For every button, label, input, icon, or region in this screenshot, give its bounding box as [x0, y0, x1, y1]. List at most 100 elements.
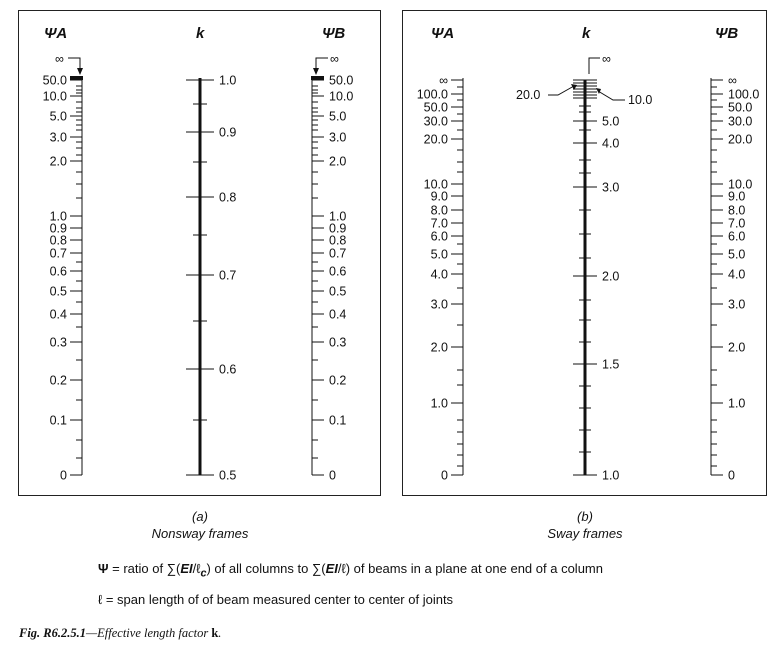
legend-c-sub: c: [200, 567, 207, 580]
panel-b-psi-b-tick-label: 3.0: [728, 298, 745, 312]
panel-b: ΨA k ΨB ∞100.050.030.020.010.09.08.07.06…: [417, 25, 760, 541]
panel-b-psi-a-tick-label: 30.0: [424, 115, 448, 129]
legend-psi-text-2: ) of all columns to: [206, 561, 312, 576]
panel-b-psi-a-tick-label: 9.0: [431, 190, 448, 204]
panel-b-psi-a-tick-label: 5.0: [431, 248, 448, 262]
panel-a-k-tick-label: 0.7: [219, 269, 236, 283]
panel-b-psi-a-tick-label: ∞: [439, 74, 448, 88]
legend-ei-2: EI: [325, 561, 338, 576]
panel-b-header-psi-a: ΨA: [431, 25, 454, 42]
panel-b-psi-a-tick-label: 0: [441, 469, 448, 483]
panel-b-k-tick-label: 3.0: [602, 181, 619, 195]
panel-a-psi-a-scale: ∞ 50.0 10.0 5.0 3.0 2.0 1.00.90.80.7 0.6 0.5 0.4…: [43, 52, 83, 483]
panel-b-psi-b-tick-label: 20.0: [728, 133, 752, 147]
legend-psi-symbol: Ψ: [98, 561, 109, 576]
panel-b-k-tick-label: 4.0: [602, 137, 619, 151]
panel-a-psi-b-tick-label: 2.0: [329, 155, 346, 169]
panel-b-psi-b-tick-label: 6.0: [728, 230, 745, 244]
figure-caption: Fig. R6.2.5.1—Effective length factor k.: [19, 626, 221, 641]
panel-b-psi-b-tick-label: 7.0: [728, 217, 745, 231]
panel-b-k-callout-left: 20.0: [516, 88, 540, 102]
panel-a-k-tick-label: 0.9: [219, 126, 236, 140]
panel-a-psi-a-tick-label: 5.0: [50, 110, 67, 124]
panel-b-psi-a-tick-label: 50.0: [424, 101, 448, 115]
panel-a-psi-b-infinity: ∞: [330, 52, 339, 66]
panel-b-k-tick-label: 1.5: [602, 358, 619, 372]
panel-a-k-tick-label: 0.5: [219, 469, 236, 483]
panel-b-k-callout-right: 10.0: [628, 93, 652, 107]
panel-b-psi-b-tick-label: 50.0: [728, 101, 752, 115]
panel-b-psi-b-tick-label: 9.0: [728, 190, 745, 204]
panel-a-psi-a-tick-label: 0.8: [50, 234, 67, 248]
panel-b-psi-b-tick-label: 1.0: [728, 397, 745, 411]
panel-b-psi-b-tick-label: 8.0: [728, 204, 745, 218]
panel-b-k-infinity: ∞: [602, 52, 611, 66]
panel-a-psi-b-tick-label: 5.0: [329, 110, 346, 124]
panel-b-k-tick-label: 2.0: [602, 270, 619, 284]
panel-a-psi-a-tick-label: 50.0: [43, 74, 67, 88]
figure-caption-label: Fig. R6.2.5.1: [19, 626, 87, 640]
panel-a-k-tick-label: 0.6: [219, 363, 236, 377]
panel-a-psi-b-tick-label: 0.8: [329, 234, 346, 248]
panel-b-k-tick-label: 1.0: [602, 469, 619, 483]
panel-a-psi-b-tick-label: 0.7: [329, 247, 346, 261]
panel-b-psi-a-tick-label: 2.0: [431, 341, 448, 355]
panel-a-psi-b-tick-label: 1.0: [329, 210, 346, 224]
legend-psi-definition: Ψ = ratio of ∑(EI/ℓc) of all columns to …: [98, 561, 603, 580]
panel-a-psi-a-tick-label: 3.0: [50, 131, 67, 145]
legend-ei-1: EI: [180, 561, 193, 576]
panel-a-psi-a-tick-label: 0.3: [50, 336, 67, 350]
panel-b-psi-a-tick-label: 10.0: [424, 178, 448, 192]
panel-b-psi-b-tick-label: ∞: [728, 74, 737, 88]
panel-b-psi-b-tick-label: 10.0: [728, 178, 752, 192]
panel-a-psi-a-tick-label: 0.7: [50, 247, 67, 261]
panel-a: ΨA k ΨB ∞ 50.010.05.03.02.01.00.90.80.70…: [43, 25, 354, 541]
panel-a-psi-a-tick-label: 1.0: [50, 210, 67, 224]
panel-b-k-tick-label: 5.0: [602, 115, 619, 129]
legend-sum-1: ∑(: [166, 561, 181, 576]
panel-a-psi-b-tick-label: 0.2: [329, 374, 346, 388]
panel-a-psi-a-tick-label: 10.0: [43, 90, 67, 104]
panel-b-k-scale: ∞ 20.0 10.0 5.0 4.0 3.0 2.0 1.5 1.0: [516, 52, 652, 483]
panel-a-k-tick-label: 1.0: [219, 74, 236, 88]
panel-a-frame: [18, 10, 381, 496]
panel-b-header-k: k: [582, 25, 591, 42]
legend-slash-l: /ℓ: [337, 561, 346, 576]
panel-a-caption-title: Nonsway frames: [152, 526, 249, 541]
panel-a-caption-letter: (a): [192, 509, 208, 524]
panel-a-header-psi-a: ΨA: [44, 25, 67, 42]
panel-b-psi-a-tick-label: 4.0: [431, 268, 448, 282]
panel-a-psi-b-tick-label: 0.4: [329, 308, 346, 322]
panel-b-psi-a-tick-label: 20.0: [424, 133, 448, 147]
legend-psi-text-3: ) of beams in a plane at one end of a co…: [345, 561, 603, 576]
panel-a-psi-a-tick-label: 0.1: [50, 414, 67, 428]
panel-a-psi-b-tick-label: 0.5: [329, 285, 346, 299]
figure-caption-period: .: [218, 626, 222, 640]
panel-a-psi-a-tick-label: 0.9: [50, 222, 67, 236]
panel-a-psi-a-tick-label: 0.2: [50, 374, 67, 388]
panel-b-psi-a-tick-label: 6.0: [431, 230, 448, 244]
figure-caption-text: —Effective length factor: [86, 626, 212, 640]
panel-b-psi-b-tick-label: 5.0: [728, 248, 745, 262]
panel-a-psi-b-tick-label: 0.1: [329, 414, 346, 428]
panel-a-psi-a-infinity: ∞: [55, 52, 64, 66]
panel-a-header-k: k: [196, 25, 205, 42]
panel-b-psi-a-tick-label: 8.0: [431, 204, 448, 218]
legend-psi-text-1: = ratio of: [108, 561, 167, 576]
panel-a-k-tick-label: 0.8: [219, 191, 236, 205]
panel-b-caption-letter: (b): [577, 509, 593, 524]
panel-a-psi-a-tick-label: 2.0: [50, 155, 67, 169]
panel-a-k-scale: 1.0 0.9 0.8 0.7 0.6 0.5: [186, 74, 236, 483]
panel-a-psi-b-tick-label: 0.9: [329, 222, 346, 236]
panel-b-psi-a-tick-label: 1.0: [431, 397, 448, 411]
panel-b-frame: [402, 10, 767, 496]
panel-a-psi-a-tick-label: 0.4: [50, 308, 67, 322]
panel-b-psi-a-scale: ∞100.050.030.0 20.0 10.09.08.07.06.0 5.0 4.0…: [417, 74, 464, 483]
panel-a-psi-b-tick-label: 0: [329, 469, 336, 483]
legend-ell-text: = span length of of beam measured center…: [102, 592, 454, 607]
panel-a-psi-b-tick-label: 10.0: [329, 90, 353, 104]
panel-b-header-psi-b: ΨB: [715, 25, 738, 42]
panel-a-psi-a-tick-label: 0: [60, 469, 67, 483]
figure-caption-k: k: [211, 626, 219, 640]
